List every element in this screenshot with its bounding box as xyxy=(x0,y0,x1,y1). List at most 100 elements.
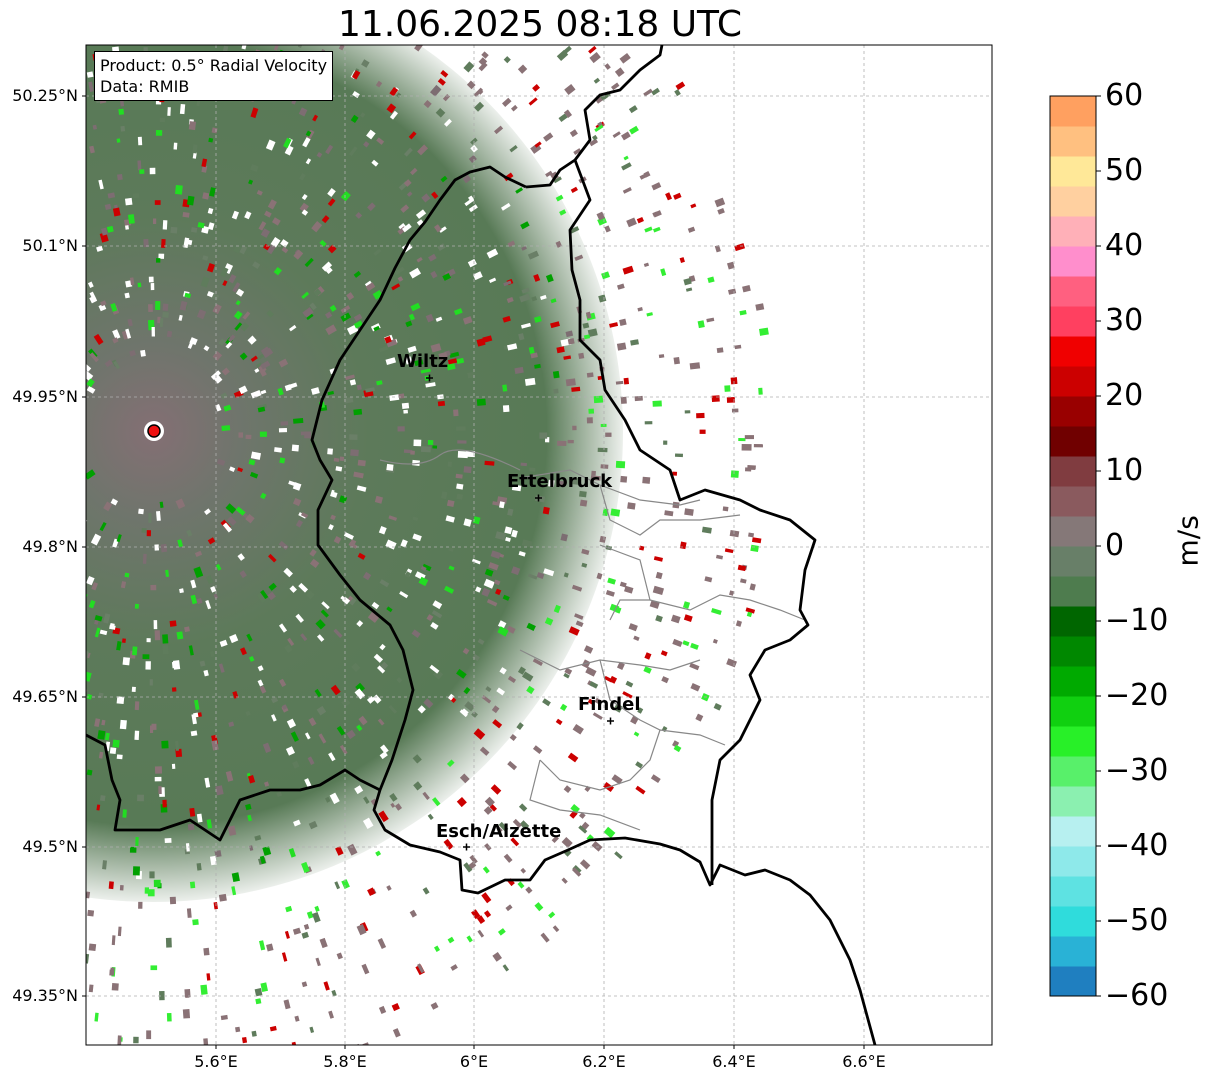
radar-pixel xyxy=(556,346,565,354)
radar-pixel xyxy=(304,431,311,439)
radar-pixel xyxy=(617,283,625,290)
radar-pixel xyxy=(293,819,301,827)
radar-pixel xyxy=(237,553,245,561)
colorbar-segment xyxy=(1050,126,1096,157)
radar-pixel xyxy=(314,688,322,698)
radar-pixel xyxy=(437,400,446,407)
radar-pixel xyxy=(437,243,446,252)
radar-pixel xyxy=(563,572,569,578)
radar-pixel xyxy=(660,650,668,657)
radar-pixel xyxy=(571,584,583,592)
radar-pixel xyxy=(661,676,669,684)
radar-pixel xyxy=(192,919,199,926)
radar-pixel xyxy=(586,372,594,378)
radar-pixel xyxy=(528,97,538,106)
radar-pixel xyxy=(207,222,215,231)
radar-pixel xyxy=(155,301,161,310)
radar-pixel xyxy=(459,773,470,784)
radar-pixel xyxy=(116,754,123,760)
radar-pixel xyxy=(169,620,177,627)
radar-pixel xyxy=(184,292,192,299)
radar-pixel xyxy=(292,927,302,935)
radar-pixel xyxy=(297,45,305,48)
radar-pixel xyxy=(339,744,348,755)
radar-pixel xyxy=(302,137,311,148)
radar-pixel xyxy=(435,316,443,322)
radar-pixel xyxy=(456,426,466,431)
radar-pixel xyxy=(266,310,274,318)
radar-pixel xyxy=(86,385,96,394)
radar-pixel xyxy=(542,698,551,707)
radar-pixel xyxy=(567,338,575,345)
radar-pixel xyxy=(157,316,161,324)
radar-pixel xyxy=(655,571,663,580)
radar-pixel xyxy=(544,617,554,626)
radar-pixel xyxy=(621,162,632,171)
radar-pixel xyxy=(292,497,302,507)
radar-pixel xyxy=(133,1036,139,1044)
radar-pixel xyxy=(127,214,135,224)
radar-pixel xyxy=(86,370,94,381)
radar-pixel xyxy=(220,267,229,278)
radar-pixel xyxy=(197,222,205,229)
radar-pixel xyxy=(367,202,376,212)
radar-pixel xyxy=(503,56,511,64)
radar-pixel xyxy=(259,368,267,377)
radar-pixel xyxy=(350,114,359,124)
radar-pixel xyxy=(735,620,742,627)
radar-pixel xyxy=(503,280,512,287)
radar-pixel xyxy=(646,312,653,317)
radar-pixel xyxy=(325,796,331,803)
radar-pixel xyxy=(405,320,413,328)
radar-pixel xyxy=(385,357,397,365)
radar-pixel xyxy=(328,1010,334,1019)
radar-pixel xyxy=(534,495,546,503)
radar-pixel xyxy=(488,562,499,571)
radar-pixel xyxy=(431,191,439,200)
radar-pixel xyxy=(325,324,337,336)
radar-pixel xyxy=(734,344,742,350)
radar-pixel xyxy=(532,745,543,755)
radar-pixel xyxy=(122,657,130,666)
radar-pixel xyxy=(250,390,262,399)
radar-pixel xyxy=(422,563,432,572)
radar-pixel xyxy=(489,277,497,283)
radar-pixel xyxy=(563,109,573,119)
radar-pixel xyxy=(623,155,629,161)
radar-pixel xyxy=(196,309,207,320)
radar-pixel xyxy=(227,825,237,836)
radar-pixel xyxy=(394,803,403,811)
radar-pixel xyxy=(218,663,225,673)
radar-pixel xyxy=(585,666,597,677)
radar-pixel xyxy=(533,274,541,282)
radar-pixel xyxy=(146,638,151,643)
radar-pixel xyxy=(610,508,621,517)
radar-pixel xyxy=(611,774,623,785)
radar-pixel xyxy=(186,529,193,537)
radar-pixel xyxy=(187,239,193,246)
radar-pixel xyxy=(231,872,240,883)
radar-pixel xyxy=(301,931,309,939)
radar-pixel xyxy=(522,671,534,682)
radar-pixel xyxy=(519,820,530,830)
radar-pixel xyxy=(134,603,139,609)
radar-pixel xyxy=(527,250,539,260)
radar-pixel xyxy=(175,498,186,509)
radar-pixel xyxy=(305,590,315,600)
lat-tick-label: 49.95°N xyxy=(12,387,78,406)
radar-pixel xyxy=(564,849,572,857)
radar-pixel xyxy=(336,725,346,736)
radar-pixel xyxy=(175,184,183,195)
colorbar-segment xyxy=(1050,306,1096,337)
radar-pixel xyxy=(98,751,104,759)
radar-pixel xyxy=(637,707,644,714)
radar-pixel xyxy=(222,522,233,533)
radar-pixel xyxy=(434,224,442,233)
colorbar xyxy=(1050,96,1096,997)
radar-pixel xyxy=(188,121,197,131)
radar-pixel xyxy=(141,527,147,533)
radar-pixel xyxy=(86,769,93,776)
radar-pixel xyxy=(745,467,752,472)
radar-pixel xyxy=(517,881,525,889)
radar-pixel xyxy=(410,302,421,312)
